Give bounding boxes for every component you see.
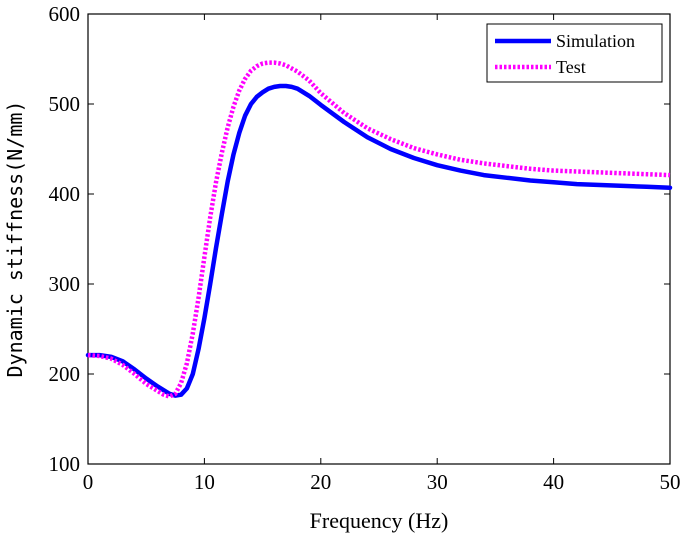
x-tick-label: 40: [543, 470, 564, 494]
legend-label-simulation: Simulation: [556, 31, 635, 51]
y-axis-label: Dynamic stiffness(N/mm): [3, 101, 27, 378]
y-axis: 100 200 300 400 500 600: [49, 2, 670, 476]
y-tick-label: 600: [49, 2, 81, 26]
x-tick-label: 10: [194, 470, 215, 494]
legend: Simulation Test: [486, 23, 663, 83]
x-axis: 0 10 20 30 40 50: [83, 14, 681, 494]
x-tick-label: 0: [83, 470, 94, 494]
series-line-simulation: [85, 83, 673, 398]
series-layer: [85, 60, 673, 399]
series-line-test: [87, 60, 671, 399]
y-tick-label: 400: [49, 182, 81, 206]
x-tick-label: 20: [310, 470, 331, 494]
legend-box: [486, 23, 663, 83]
y-tick-label: 300: [49, 272, 81, 296]
y-tick-label: 200: [49, 362, 81, 386]
x-tick-label: 50: [660, 470, 681, 494]
y-tick-label: 100: [49, 452, 81, 476]
legend-label-test: Test: [556, 57, 586, 77]
y-tick-label: 500: [49, 92, 81, 116]
x-tick-label: 30: [427, 470, 448, 494]
x-axis-label: Frequency (Hz): [310, 508, 449, 533]
